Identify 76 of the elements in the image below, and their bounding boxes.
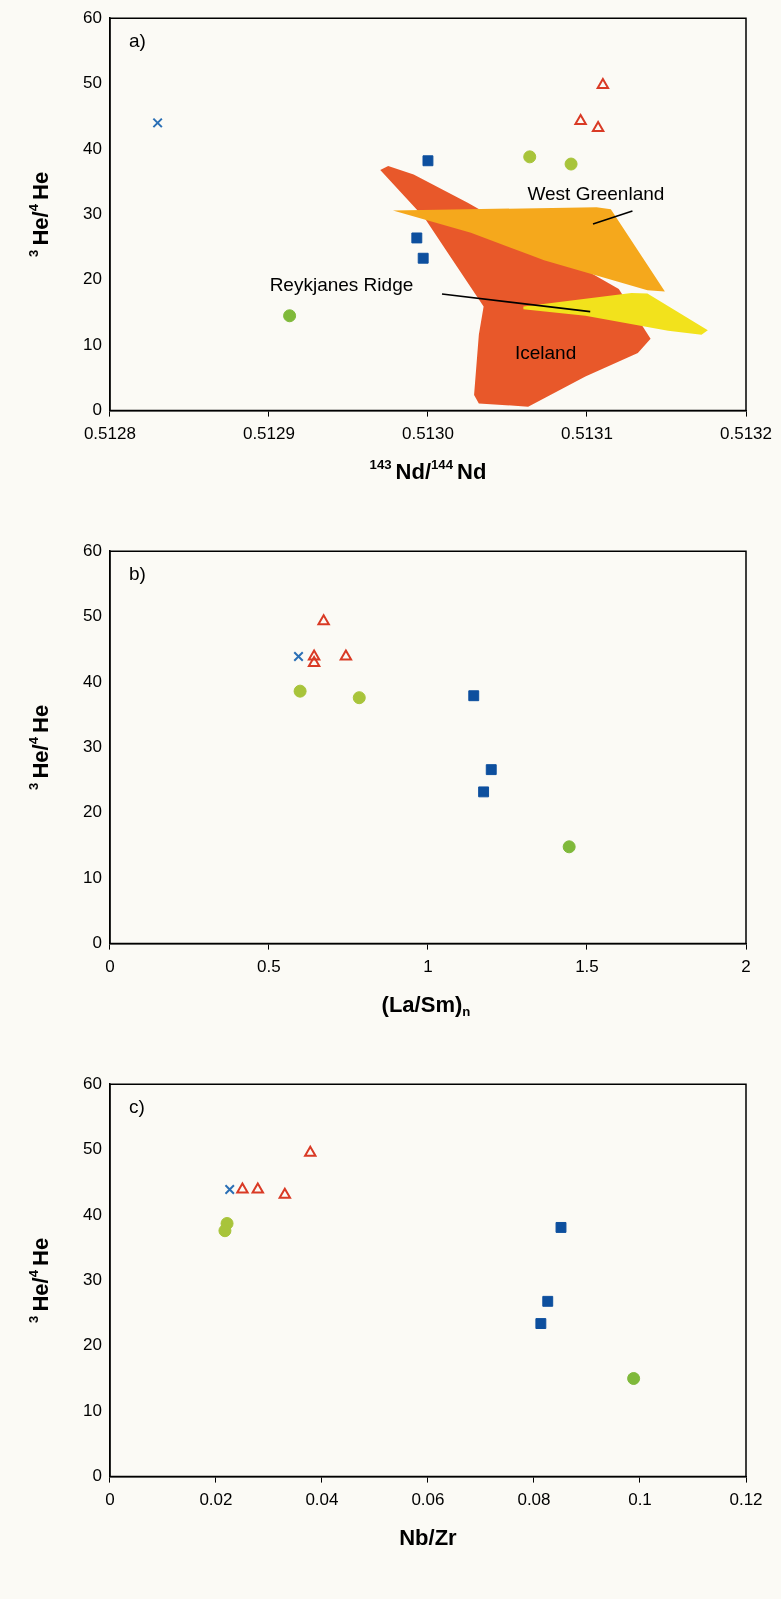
x-tick-label: 0.12 — [729, 1490, 763, 1510]
y-tick-label: 40 — [82, 671, 102, 691]
y-tick-label: 50 — [82, 73, 102, 93]
point — [555, 1221, 567, 1233]
point — [278, 1187, 292, 1199]
point — [317, 614, 330, 626]
y-tick-label: 50 — [82, 606, 102, 626]
y-tick-label: 30 — [82, 204, 102, 224]
point — [574, 113, 587, 125]
annotation: Reykjanes Ridge — [269, 274, 414, 296]
x-tick-label: 0.1 — [628, 1490, 652, 1510]
point — [236, 1182, 249, 1194]
y-tick-label: 0 — [92, 400, 102, 420]
y-tick-label: 20 — [82, 1335, 102, 1355]
x-tick-label: 0 — [105, 957, 115, 977]
y-tick-label: 50 — [82, 1139, 102, 1159]
annotation: a) — [128, 29, 146, 51]
point — [339, 649, 353, 661]
point — [422, 155, 434, 167]
x-tick-label: 0 — [105, 1490, 115, 1510]
y-tick-label: 40 — [82, 1204, 102, 1224]
point — [468, 690, 480, 702]
x-tick-label: 0.5132 — [720, 424, 772, 444]
x-tick-label: 0.5130 — [401, 424, 454, 444]
y-tick-label: 40 — [82, 138, 102, 158]
y-tick-label: 20 — [82, 802, 102, 822]
y-tick-label: 20 — [82, 269, 102, 289]
x-tick-label: 0.04 — [305, 1490, 339, 1510]
point — [224, 1184, 235, 1195]
point — [411, 232, 423, 244]
annotation: b) — [128, 562, 146, 584]
point — [485, 764, 497, 776]
y-tick-label: 30 — [82, 737, 102, 757]
annotation: Iceland — [514, 342, 577, 364]
y-tick-label: 30 — [82, 1270, 102, 1290]
point — [523, 150, 537, 164]
y-tick-label: 10 — [82, 1400, 102, 1420]
y-tick-label: 10 — [82, 334, 102, 354]
point — [478, 786, 490, 798]
point — [251, 1182, 264, 1194]
x-tick-label: 0.06 — [411, 1490, 445, 1510]
point — [542, 1295, 554, 1307]
point — [293, 684, 307, 698]
x-tick-label: 0.5 — [257, 957, 281, 977]
point — [304, 1145, 317, 1157]
y-tick-label: 10 — [82, 867, 102, 887]
y-tick-label: 60 — [82, 7, 102, 27]
point — [218, 1224, 232, 1238]
point — [564, 157, 578, 171]
annotation: West Greenland — [527, 182, 665, 204]
y-tick-label: 60 — [82, 1073, 102, 1093]
y-tick-label: 0 — [92, 1466, 102, 1486]
point — [591, 121, 605, 133]
point — [307, 656, 321, 668]
point — [293, 651, 304, 662]
x-tick-label: 0.02 — [199, 1490, 233, 1510]
point — [596, 77, 610, 89]
x-tick-label: 0.08 — [517, 1490, 551, 1510]
x-tick-label: 1 — [423, 957, 433, 977]
point — [307, 649, 321, 661]
point — [627, 1372, 641, 1385]
point — [283, 309, 297, 323]
y-tick-label: 0 — [92, 933, 102, 953]
point — [562, 840, 576, 854]
annotation: c) — [128, 1095, 145, 1117]
y-tick-label: 60 — [82, 540, 102, 560]
x-tick-label: 0.5131 — [560, 424, 613, 444]
point — [152, 117, 163, 129]
point — [352, 691, 366, 705]
x-tick-label: 0.5129 — [242, 424, 295, 444]
point — [417, 252, 429, 264]
x-axis-title: Nb/Zr — [399, 1524, 458, 1550]
x-tick-label: 1.5 — [575, 957, 599, 977]
x-tick-label: 2 — [741, 957, 751, 977]
point — [535, 1318, 547, 1330]
x-tick-label: 0.5128 — [83, 424, 136, 444]
